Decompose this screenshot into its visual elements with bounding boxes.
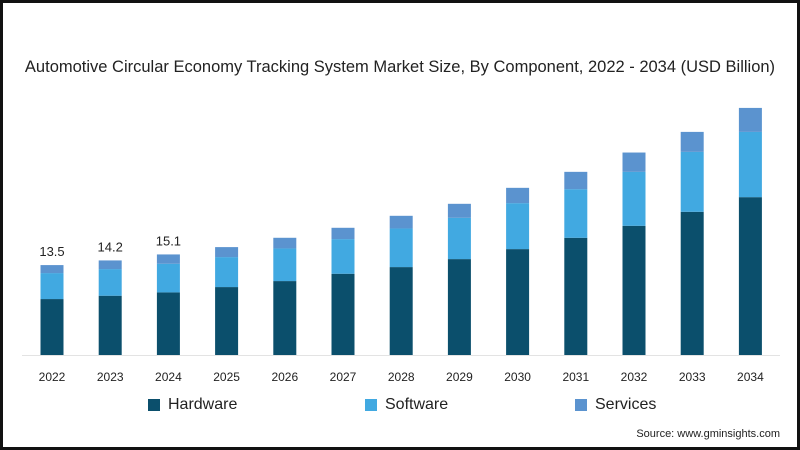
- bar-hardware-2033: [680, 211, 704, 355]
- bar-software-2022: [40, 273, 64, 300]
- source-note: Source: www.gminsights.com: [636, 428, 780, 440]
- chart-title: Automotive Circular Economy Tracking Sys…: [24, 58, 776, 76]
- x-tick-label: 2032: [621, 370, 648, 384]
- bar-hardware-2031: [564, 237, 588, 355]
- x-tick-label: 2028: [388, 370, 415, 384]
- bar-software-2025: [215, 257, 239, 288]
- x-tick-label: 2030: [504, 370, 531, 384]
- bar-hardware-2027: [331, 273, 355, 355]
- bar-software-2027: [331, 239, 355, 274]
- bar-software-2023: [98, 269, 122, 296]
- bar-software-2026: [273, 248, 297, 282]
- legend: Hardware Software Services: [0, 396, 800, 418]
- bar-hardware-2034: [738, 197, 762, 355]
- bar-software-2033: [680, 151, 704, 212]
- x-tick-label: 2025: [213, 370, 240, 384]
- legend-label: Services: [595, 396, 657, 413]
- bar-hardware-2026: [273, 281, 297, 355]
- bar-software-2034: [738, 131, 762, 198]
- bar-services-2023: [98, 260, 122, 270]
- bar-services-2031: [564, 171, 588, 190]
- legend-item-services: Services: [575, 396, 656, 414]
- bar-hardware-2022: [40, 299, 64, 355]
- bar-services-2027: [331, 227, 355, 240]
- x-tick-label: 2022: [39, 370, 66, 384]
- legend-item-hardware: Hardware: [148, 396, 237, 414]
- x-tick-label: 2029: [446, 370, 473, 384]
- x-tick-label: 2027: [330, 370, 357, 384]
- bar-software-2031: [564, 189, 588, 238]
- bar-hardware-2029: [447, 259, 471, 355]
- legend-label: Hardware: [168, 396, 238, 413]
- data-label: 14.2: [98, 239, 123, 254]
- bar-hardware-2024: [156, 292, 180, 355]
- bar-software-2030: [506, 203, 530, 250]
- bar-services-2025: [215, 247, 239, 258]
- legend-swatch: [575, 399, 587, 411]
- bar-services-2022: [40, 265, 64, 274]
- x-tick-label: 2023: [97, 370, 124, 384]
- bar-hardware-2023: [98, 295, 122, 355]
- bar-hardware-2030: [506, 249, 530, 355]
- bar-services-2029: [447, 203, 471, 218]
- legend-swatch: [365, 399, 377, 411]
- legend-label: Software: [385, 396, 449, 413]
- bar-services-2034: [738, 107, 762, 132]
- bar-software-2028: [389, 228, 413, 268]
- data-label: 13.5: [39, 244, 64, 259]
- bar-services-2032: [622, 152, 646, 172]
- bar-services-2033: [680, 131, 704, 152]
- bar-services-2028: [389, 215, 413, 229]
- data-label: 15.1: [156, 233, 181, 248]
- bar-hardware-2032: [622, 225, 646, 355]
- x-tick-label: 2033: [679, 370, 706, 384]
- x-tick-label: 2031: [562, 370, 589, 384]
- legend-item-software: Software: [365, 396, 448, 414]
- bar-services-2024: [156, 254, 180, 264]
- bar-hardware-2025: [215, 287, 239, 355]
- bar-services-2030: [506, 187, 530, 204]
- x-tick-label: 2024: [155, 370, 182, 384]
- bar-hardware-2028: [389, 267, 413, 355]
- legend-swatch: [148, 399, 160, 411]
- x-tick-label: 2034: [737, 370, 764, 384]
- x-tick-label: 2026: [271, 370, 298, 384]
- bar-services-2026: [273, 237, 297, 249]
- bar-software-2024: [156, 263, 180, 293]
- bar-software-2029: [447, 217, 471, 260]
- bar-software-2032: [622, 171, 646, 226]
